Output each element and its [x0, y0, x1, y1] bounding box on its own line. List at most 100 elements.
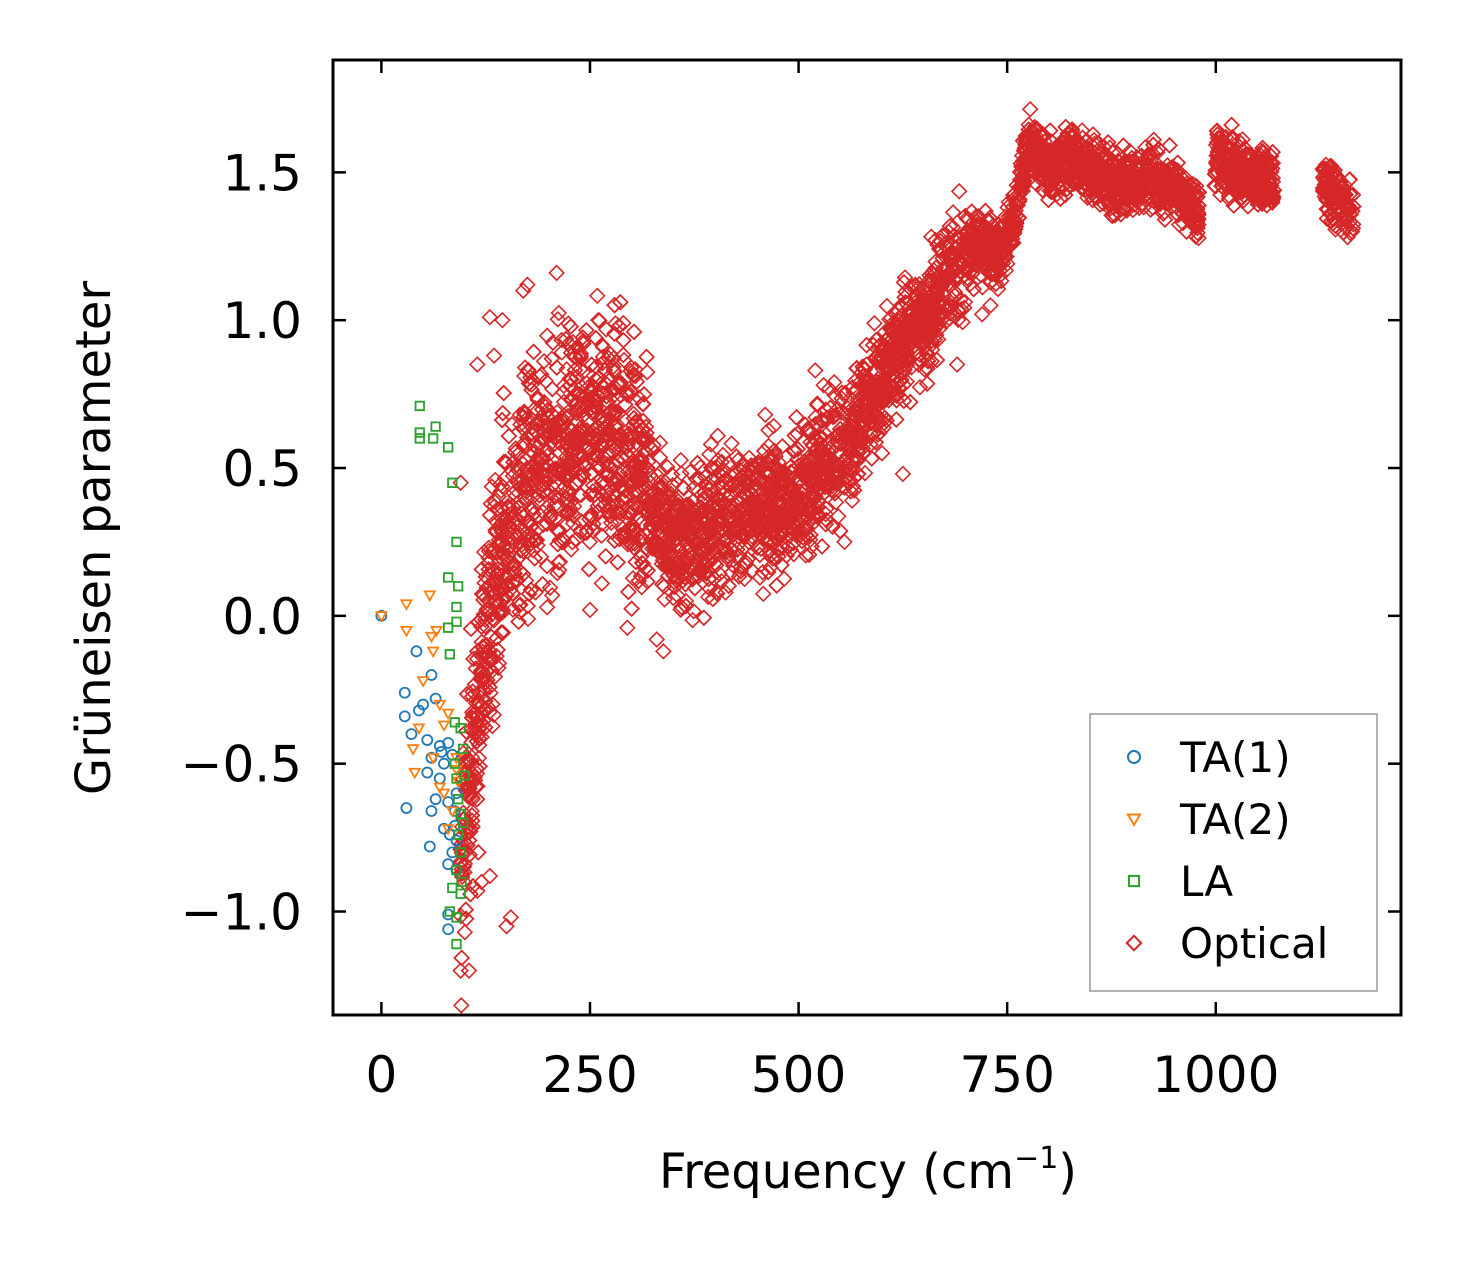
optical-point: [688, 529, 705, 547]
optical-point: [710, 464, 728, 482]
optical-point: [785, 534, 802, 552]
optical-point: [612, 293, 629, 311]
optical-point: [473, 561, 491, 578]
optical-point: [555, 377, 573, 395]
optical-point: [550, 561, 568, 579]
optical-point: [504, 498, 522, 515]
optical-point: [797, 519, 815, 537]
optical-point: [523, 376, 540, 394]
optical-point: [627, 553, 645, 571]
optical-point: [464, 723, 482, 740]
optical-point: [460, 788, 478, 806]
optical-point: [496, 469, 514, 487]
optical-point: [710, 489, 727, 507]
optical-point: [603, 523, 621, 541]
optical-point: [452, 997, 470, 1014]
optical-point: [747, 497, 764, 514]
optical-point: [839, 399, 857, 417]
optical-point: [728, 448, 745, 465]
optical-point: [549, 310, 567, 328]
optical-point: [487, 523, 505, 541]
optical-point: [482, 628, 500, 646]
optical-point: [954, 313, 971, 331]
optical-point: [606, 403, 624, 421]
optical-point: [523, 501, 541, 519]
optical-point: [468, 650, 486, 668]
optical-point: [788, 408, 805, 426]
optical-point: [549, 564, 566, 582]
optical-point: [1088, 189, 1106, 206]
optical-point: [599, 503, 617, 521]
optical-point: [486, 493, 504, 511]
optical-point: [613, 490, 631, 508]
optical-point: [625, 409, 643, 427]
optical-point: [689, 454, 706, 472]
optical-point: [556, 468, 574, 485]
optical-point: [490, 604, 507, 622]
optical-point: [827, 493, 845, 511]
optical-point: [469, 843, 487, 861]
optical-point: [483, 478, 501, 495]
optical-point: [553, 331, 570, 349]
optical-point: [685, 602, 703, 620]
optical-point: [759, 563, 777, 581]
optical-point: [843, 492, 861, 509]
optical-point: [625, 452, 642, 470]
optical-point: [826, 386, 844, 404]
optical-point: [490, 488, 507, 505]
optical-point: [578, 524, 595, 542]
optical-point: [723, 435, 740, 452]
optical-point: [460, 751, 478, 769]
optical-point: [512, 541, 529, 559]
optical-point: [478, 636, 495, 654]
optical-point: [453, 835, 471, 852]
optical-point: [543, 451, 561, 469]
optical-point: [587, 329, 605, 347]
optical-point: [672, 451, 690, 469]
optical-point: [931, 232, 949, 250]
optical-point: [754, 585, 772, 603]
optical-point: [785, 442, 803, 460]
optical-point: [686, 579, 704, 597]
optical-point: [619, 619, 636, 637]
optical-point: [559, 455, 577, 473]
optical-point: [736, 570, 753, 588]
optical-point: [588, 287, 606, 305]
optical-point: [538, 598, 556, 616]
optical-point: [481, 576, 499, 594]
optical-point: [1239, 198, 1257, 215]
optical-point: [470, 749, 488, 767]
optical-point: [481, 506, 499, 524]
optical-point: [574, 363, 592, 381]
optical-point: [455, 858, 473, 875]
optical-point: [519, 610, 537, 628]
optical-point: [602, 507, 620, 525]
optical-point: [573, 378, 590, 396]
optical-point: [749, 539, 766, 557]
optical-point: [1021, 100, 1039, 118]
optical-point: [593, 575, 611, 592]
optical-point: [624, 517, 642, 534]
optical-point: [819, 410, 836, 428]
optical-point: [700, 570, 718, 588]
optical-point: [977, 202, 994, 220]
optical-point: [572, 523, 590, 541]
optical-point: [895, 274, 913, 291]
optical-point: [633, 578, 651, 596]
optical-point: [1314, 160, 1332, 178]
optical-point: [519, 597, 537, 615]
optical-point: [658, 458, 676, 476]
optical-point: [656, 591, 673, 608]
optical-point: [559, 493, 576, 510]
optical-point: [1320, 183, 1337, 200]
optical-point: [614, 346, 632, 364]
optical-point: [605, 487, 623, 505]
optical-point: [570, 424, 588, 441]
optical-point: [1339, 228, 1356, 246]
optical-point: [836, 384, 854, 402]
optical-point: [460, 832, 478, 849]
optical-point: [717, 584, 734, 601]
series-optical: [452, 100, 1362, 1014]
optical-point: [625, 405, 642, 423]
